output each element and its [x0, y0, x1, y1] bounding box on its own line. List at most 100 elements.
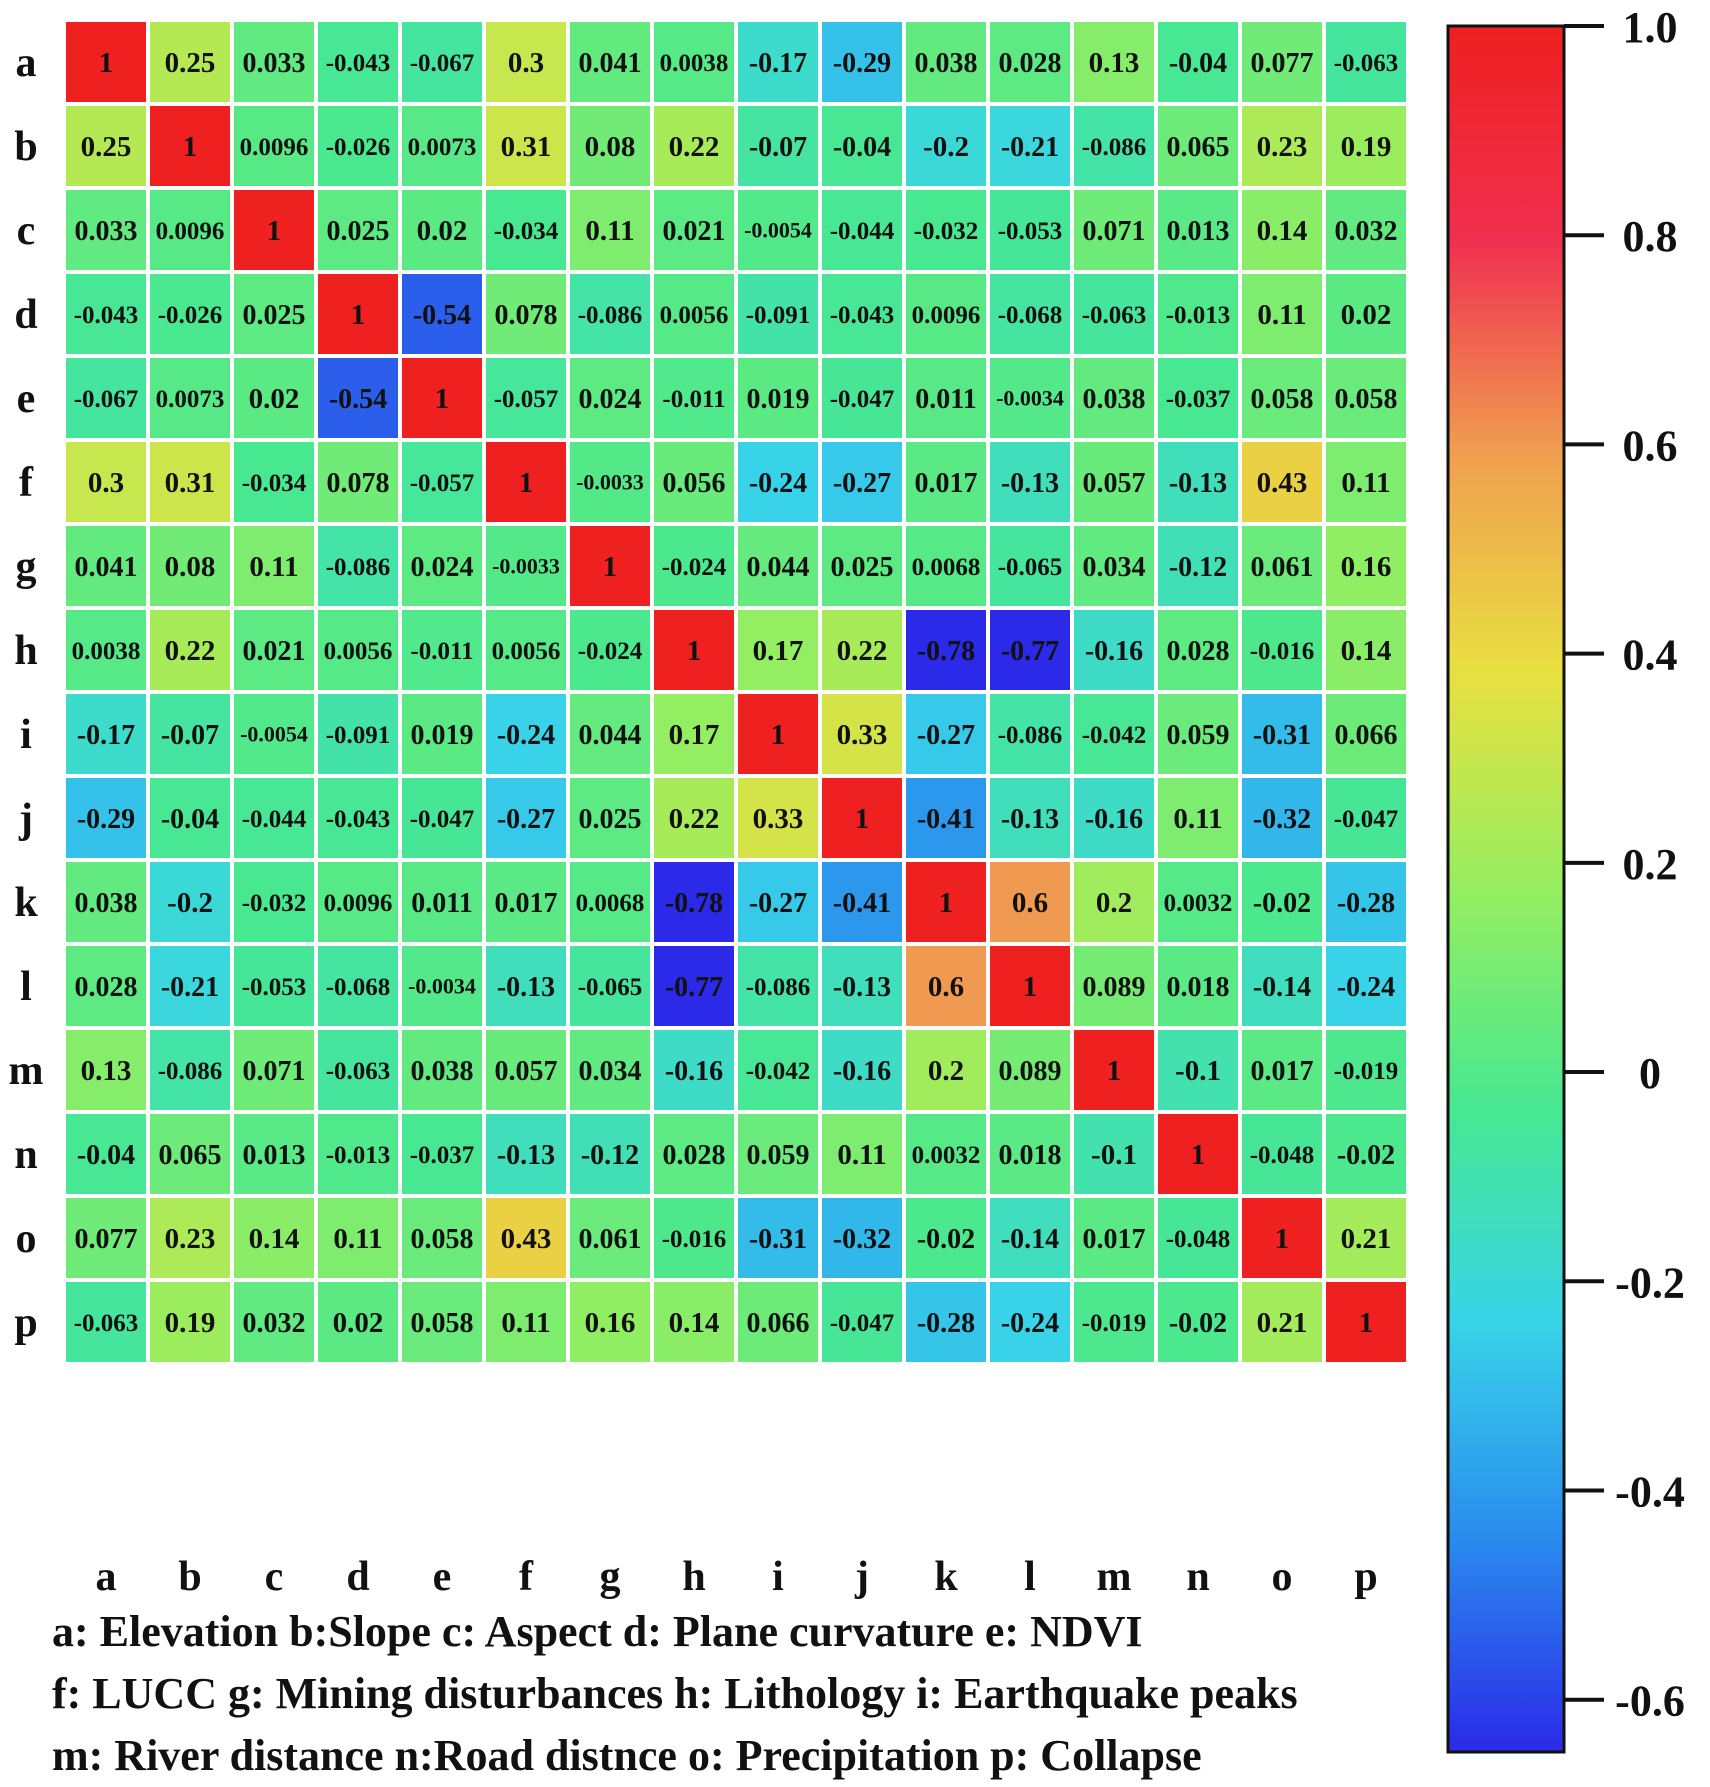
heatmap-cell-m-k — [906, 1030, 986, 1110]
cell-value-label: 0.034 — [579, 1056, 642, 1087]
heatmap-cell-a-g — [570, 22, 650, 102]
heatmap-cell-d-j — [822, 274, 902, 354]
cell-value-label: -0.067 — [410, 50, 475, 77]
cell-value-label: -0.063 — [326, 1058, 391, 1085]
cell-value-label: -0.063 — [1082, 302, 1147, 329]
heatmap-cell-o-b — [150, 1198, 230, 1278]
heatmap-cell-m-j — [822, 1030, 902, 1110]
heatmap-cell-i-l — [990, 694, 1070, 774]
row-label-i: i — [20, 712, 32, 758]
cell-value-label: -0.034 — [494, 218, 559, 245]
heatmap-cell-l-b — [150, 946, 230, 1026]
heatmap-cell-l-j — [822, 946, 902, 1026]
col-label-e: e — [433, 1554, 452, 1600]
cell-value-label: -0.17 — [749, 48, 807, 79]
col-label-d: d — [346, 1554, 369, 1600]
cell-value-label: 0.024 — [579, 384, 642, 415]
cell-value-label: 0.011 — [915, 384, 976, 415]
cell-value-label: -0.32 — [833, 1224, 891, 1255]
cell-value-label: -0.0033 — [576, 470, 644, 495]
cell-value-label: 0.0068 — [912, 554, 981, 581]
heatmap-cell-d-h — [654, 274, 734, 354]
heatmap-cell-o-g — [570, 1198, 650, 1278]
heatmap-cell-j-a — [66, 778, 146, 858]
heatmap-cell-c-o — [1242, 190, 1322, 270]
heatmap-cell-d-l — [990, 274, 1070, 354]
cell-value-label: -0.044 — [242, 806, 307, 833]
cell-value-label: 0.23 — [165, 1223, 216, 1255]
heatmap-cell-j-h — [654, 778, 734, 858]
cell-value-label: 0.0096 — [240, 134, 309, 161]
heatmap-cell-o-f — [486, 1198, 566, 1278]
cell-value-label: -0.32 — [1253, 804, 1311, 835]
heatmap-cell-b-a — [66, 106, 146, 186]
cell-value-label: -0.011 — [410, 638, 473, 665]
heatmap-cell-n-j — [822, 1114, 902, 1194]
heatmap-cell-j-i — [738, 778, 818, 858]
variable-legend-line-2: f: LUCC g: Mining disturbances h: Lithol… — [52, 1669, 1298, 1718]
cell-value-label: 0.025 — [579, 804, 642, 835]
cell-value-label: -0.068 — [998, 302, 1063, 329]
heatmap-cell-n-n — [1158, 1114, 1238, 1194]
cell-value-label: 1 — [519, 467, 534, 499]
heatmap-cell-m-d — [318, 1030, 398, 1110]
heatmap-cell-p-f — [486, 1282, 566, 1362]
heatmap-cell-d-f — [486, 274, 566, 354]
heatmap-cell-c-k — [906, 190, 986, 270]
cell-value-label: -0.032 — [242, 890, 307, 917]
heatmap-cell-i-e — [402, 694, 482, 774]
heatmap-cell-b-o — [1242, 106, 1322, 186]
col-label-g: g — [600, 1554, 621, 1600]
cell-value-label: 0.3 — [508, 47, 544, 79]
heatmap-cell-a-a — [66, 22, 146, 102]
heatmap-cell-o-m — [1074, 1198, 1154, 1278]
cell-value-label: 0.02 — [333, 1307, 384, 1339]
heatmap-cell-j-b — [150, 778, 230, 858]
row-label-m: m — [9, 1048, 44, 1094]
heatmap-cell-l-c — [234, 946, 314, 1026]
cell-value-label: 0.013 — [1167, 216, 1230, 247]
heatmap-cell-f-i — [738, 442, 818, 522]
cell-value-label: -0.024 — [578, 638, 643, 665]
heatmap-cell-m-h — [654, 1030, 734, 1110]
heatmap-cell-n-o — [1242, 1114, 1322, 1194]
cell-value-label: 1 — [939, 887, 954, 919]
cell-value-label: -0.044 — [830, 218, 895, 245]
heatmap-cell-j-l — [990, 778, 1070, 858]
heatmap-cell-f-b — [150, 442, 230, 522]
heatmap-cell-p-b — [150, 1282, 230, 1362]
cell-value-label: 0.16 — [1341, 551, 1392, 583]
cell-value-label: 1 — [687, 635, 702, 667]
cell-value-label: 0.6 — [1012, 887, 1048, 919]
colorbar-tick-label: -0.4 — [1615, 1467, 1685, 1516]
colorbar-tick-label: 0.6 — [1623, 421, 1678, 470]
cell-value-label: -0.31 — [749, 1224, 807, 1255]
cell-value-label: -0.034 — [242, 470, 307, 497]
heatmap-cell-i-d — [318, 694, 398, 774]
col-label-p: p — [1354, 1554, 1377, 1600]
heatmap-cell-b-j — [822, 106, 902, 186]
heatmap-cell-m-o — [1242, 1030, 1322, 1110]
cell-value-label: 0.089 — [1083, 972, 1146, 1003]
cell-value-label: 0.31 — [501, 131, 552, 163]
heatmap-cell-j-d — [318, 778, 398, 858]
heatmap-cell-m-n — [1158, 1030, 1238, 1110]
cell-value-label: 0.0038 — [660, 50, 729, 77]
heatmap-cell-c-l — [990, 190, 1070, 270]
cell-value-label: 0.22 — [165, 635, 216, 667]
cell-value-label: 0.43 — [1257, 467, 1308, 499]
cell-value-label: -0.24 — [1337, 972, 1395, 1003]
heatmap-cell-k-n — [1158, 862, 1238, 942]
heatmap-cell-f-g — [570, 442, 650, 522]
cell-value-label: -0.24 — [497, 720, 555, 751]
cell-value-label: 0.19 — [1341, 131, 1392, 163]
cell-value-label: 0.028 — [75, 972, 138, 1003]
cell-value-label: 0.017 — [495, 888, 558, 919]
heatmap-cell-h-e — [402, 610, 482, 690]
cell-value-label: 0.11 — [837, 1139, 886, 1171]
heatmap-cell-j-m — [1074, 778, 1154, 858]
heatmap-cell-o-j — [822, 1198, 902, 1278]
cell-value-label: -0.29 — [833, 48, 891, 79]
cell-value-label: 0.22 — [669, 803, 720, 835]
